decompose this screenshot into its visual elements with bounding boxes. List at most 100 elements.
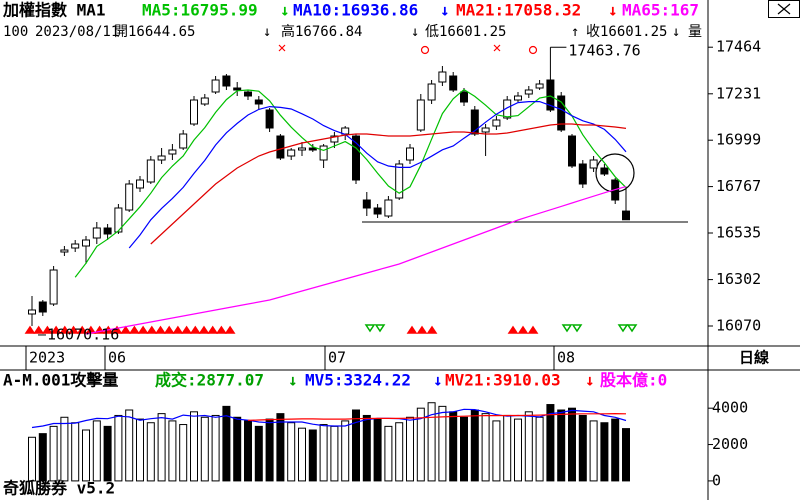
signal-marker [59, 325, 71, 334]
volume-bar [103, 425, 112, 482]
candle-body [319, 145, 328, 161]
signal-marker [189, 325, 201, 334]
candle-body [330, 135, 339, 143]
candle-body [460, 91, 468, 103]
volume-title: A-M.001攻擊量 [3, 371, 118, 390]
y-tick-label: 16302 [716, 270, 761, 288]
date-label: 06 [108, 349, 126, 367]
volume-bar [481, 413, 490, 482]
volume-bar [568, 407, 576, 482]
volume-bar [211, 414, 220, 482]
candle-body [503, 99, 512, 119]
signal-marker [172, 325, 184, 334]
candle-body [492, 119, 501, 127]
signal-marker [561, 324, 573, 333]
candle-body [514, 95, 522, 101]
y-tick-label: 16767 [716, 177, 761, 195]
signal-marker [120, 325, 132, 334]
close-icon[interactable] [777, 3, 791, 15]
candle-body [60, 249, 69, 253]
volume-bar [352, 409, 360, 482]
volume-bar [589, 420, 598, 482]
candle-body [136, 179, 144, 189]
volume-bar [546, 404, 555, 482]
volume-bar [222, 405, 231, 482]
volume-label: MV21:3910.03 [445, 371, 561, 390]
volume-bar [362, 414, 371, 482]
footer: 奇狐勝券 v5.2 [3, 479, 115, 498]
signal-marker [41, 325, 53, 334]
signal-marker [527, 325, 539, 334]
candle-body [362, 199, 371, 209]
y-tick-label: 16070 [716, 317, 761, 335]
y-tick-label: 0 [712, 471, 721, 489]
volume-bar [427, 402, 436, 482]
signal-marker [571, 324, 583, 333]
volume-bar [341, 420, 350, 482]
info-item: 高16766.84 [281, 23, 362, 40]
volume-bar [449, 411, 458, 482]
ma-line [150, 123, 627, 245]
y-tick-label: 4000 [712, 399, 748, 417]
volume-ma-line [247, 412, 627, 421]
volume-bar [492, 420, 501, 482]
index-name: 加權指數 MA1 [2, 1, 106, 20]
signal-marker [155, 325, 166, 334]
candle-body [406, 147, 414, 161]
ma-label: MA65:167 [622, 1, 699, 20]
info-item: 收16601.25 [586, 24, 667, 40]
candle-body [222, 75, 231, 87]
candle-body [211, 79, 220, 93]
volume-bar [233, 416, 242, 482]
info-item: 低16601.25 [425, 24, 506, 40]
candle-body [200, 97, 209, 105]
ma-line [74, 88, 627, 278]
candle-body [114, 207, 123, 233]
candle-body [470, 109, 479, 135]
signal-marker [224, 325, 236, 334]
ma-label: MA10:16936.86 [293, 1, 418, 20]
candle-body [276, 135, 285, 159]
signal-marker [374, 324, 386, 333]
volume-bar [416, 407, 425, 482]
signal-marker [507, 325, 519, 334]
volume-bar [276, 413, 285, 482]
candle-body [578, 163, 587, 185]
info-item: 開16644.65 [114, 24, 195, 40]
info-item: 2023/08/11 [35, 24, 119, 40]
volume-bar [319, 424, 328, 482]
info-item: 量 [688, 24, 702, 40]
candle-body [589, 159, 598, 169]
ma-label: MA5:16795.99 [142, 1, 258, 20]
candle-body [481, 127, 490, 133]
volume-arrow: ↓ [288, 371, 298, 390]
header-row: 加權指數 MA1 MA5:16795.99 ↓ MA10:16936.86 ↓ MA21:… [2, 1, 699, 20]
candle-body [416, 99, 425, 131]
signal-marker [207, 325, 219, 334]
volume-bar [254, 425, 263, 482]
signal-marker [137, 325, 149, 334]
signal-marker [406, 325, 418, 334]
candle-body [384, 199, 393, 217]
volume-bar [28, 436, 36, 482]
signal-marker [626, 324, 638, 333]
candle-body [146, 159, 155, 183]
ma-arrow: ↓ [280, 1, 290, 20]
signal-marker [215, 325, 227, 334]
candle-body [557, 95, 566, 131]
volume-label: MV5:3324.22 [305, 371, 411, 390]
price-panel: 17464 17231 16999 16767 16535 16302 16070 17463… [24, 38, 761, 343]
volume-arrow: ↓ [433, 371, 443, 390]
y-tick-label: 17464 [716, 38, 761, 56]
signal-marker [163, 325, 175, 334]
volume-bar [557, 409, 566, 482]
signal-marker [128, 325, 140, 334]
ma-arrow: ↓ [608, 1, 618, 20]
y-tick-label: 16535 [716, 224, 761, 242]
candle-body [233, 87, 242, 91]
candle-body [179, 133, 188, 149]
volume-bar [330, 425, 339, 482]
candle-body [71, 243, 80, 249]
